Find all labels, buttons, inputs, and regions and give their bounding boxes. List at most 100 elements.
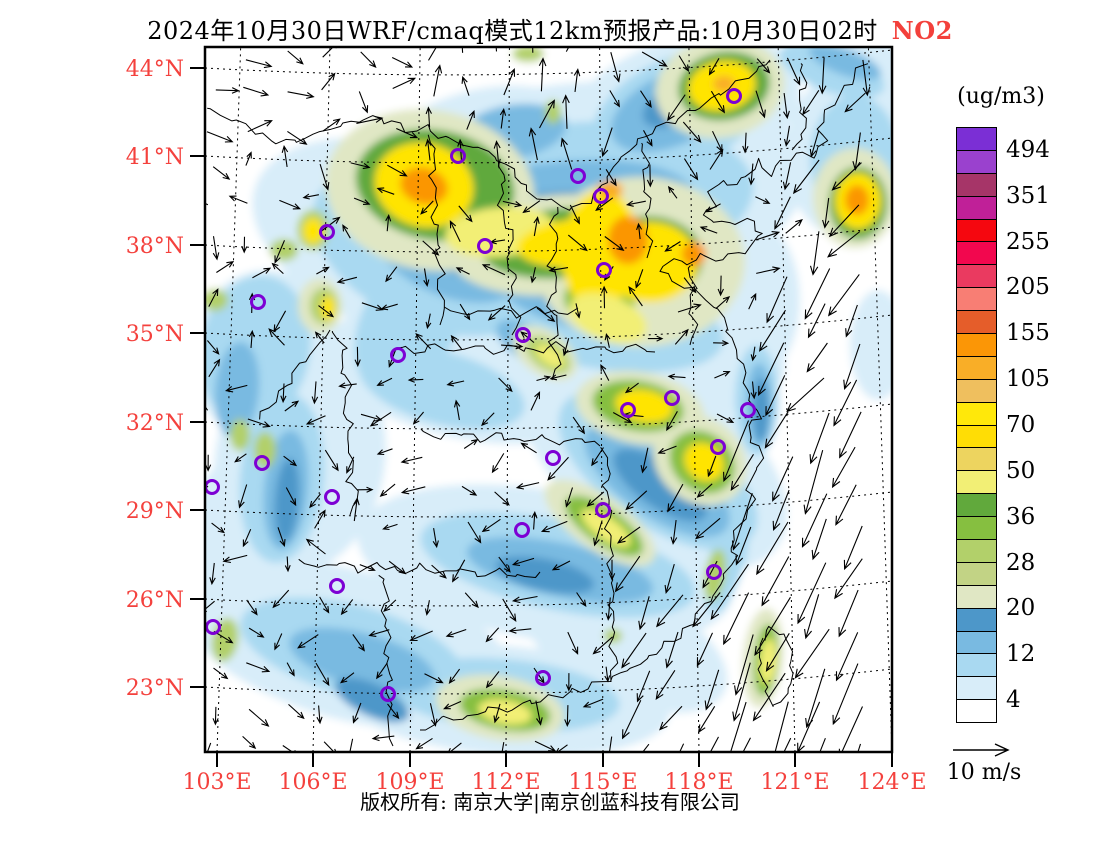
- boundary-line: [259, 329, 331, 420]
- wind-arrow: [758, 342, 785, 397]
- wind-arrow: [610, 52, 621, 83]
- title-main: 2024年10月30日WRF/cmaq模式12km预报产品:10月30日02时: [147, 17, 878, 45]
- wind-arrow: [656, 594, 684, 628]
- wind-arrow: [806, 342, 828, 373]
- wind-arrow: [560, 137, 573, 170]
- wind-arrow: [352, 702, 362, 724]
- wind-arrow: [604, 236, 625, 252]
- wind-arrow: [271, 262, 284, 275]
- wind-arrow: [213, 667, 229, 680]
- wind-arrow: [547, 456, 569, 481]
- wind-arrow: [287, 130, 308, 145]
- wind-arrow: [852, 132, 861, 171]
- wind-arrow: [786, 57, 801, 86]
- colorbar-tick-label: 4: [1006, 687, 1021, 714]
- wind-arrow: [502, 200, 523, 208]
- wind-arrow: [501, 342, 524, 350]
- wind-arrow: [709, 148, 724, 170]
- city-markers: [206, 88, 756, 702]
- wind-arrow: [710, 736, 719, 751]
- wind-arrow: [459, 303, 471, 321]
- wind-arrow: [248, 708, 270, 727]
- wind-arrow: [605, 169, 617, 187]
- wind-arrow: [466, 110, 475, 130]
- wind-arrow: [369, 411, 392, 427]
- wind-arrow: [804, 594, 820, 640]
- wind-arrow: [284, 400, 300, 412]
- wind-arrow: [696, 632, 713, 667]
- wind-arrow: [695, 517, 721, 540]
- wind-arrow: [314, 331, 325, 344]
- wind-arrow: [485, 671, 500, 689]
- wind-arrow: [667, 373, 686, 380]
- wind-arrow: [562, 338, 570, 357]
- wind-arrow: [452, 559, 466, 583]
- wind-arrow: [827, 274, 860, 317]
- wind-arrow: [569, 204, 580, 225]
- city-marker: [206, 479, 220, 495]
- wind-arrow: [242, 735, 257, 750]
- wind-arrow: [755, 90, 766, 119]
- city-marker: [740, 402, 756, 418]
- lon-label: 118°E: [664, 770, 733, 795]
- wind-arrow: [268, 328, 285, 346]
- wind-arrow: [752, 672, 786, 722]
- wind-arrow: [245, 59, 273, 69]
- wind-arrow: [774, 196, 791, 230]
- wind-arrow: [670, 520, 678, 545]
- wind-arrow: [699, 226, 718, 234]
- wind-arrow: [772, 456, 794, 502]
- boundary-line: [420, 428, 601, 447]
- wind-arrow: [288, 703, 305, 720]
- wind-arrow: [433, 64, 443, 97]
- colorbar-cell: [957, 173, 996, 197]
- wind-arrow: [422, 240, 440, 256]
- wind-arrow: [664, 563, 675, 595]
- wind-arrow: [640, 447, 649, 474]
- wind-arrow: [625, 200, 646, 207]
- wind-arrow: [804, 268, 831, 320]
- wind-arrow: [396, 127, 419, 139]
- wind-arrow: [704, 669, 720, 711]
- wind-arrow: [785, 219, 803, 234]
- wind-arrow: [498, 377, 513, 393]
- wind-arrow: [647, 335, 664, 342]
- wind-arrow: [464, 592, 479, 609]
- wind-arrow: [638, 596, 650, 631]
- lon-label: 121°E: [760, 770, 829, 795]
- wind-arrow: [246, 662, 271, 673]
- wind-arrow: [283, 455, 298, 467]
- colorbar-cell: [957, 654, 996, 678]
- wind-arrow: [567, 234, 588, 252]
- wind-arrow: [536, 307, 556, 323]
- wind-arrow: [282, 745, 296, 751]
- wind-arrow: [357, 486, 374, 493]
- wind-arrow: [862, 59, 871, 97]
- wind-arrow: [277, 527, 286, 547]
- wind-arrow: [387, 703, 400, 720]
- wind-arrow: [551, 560, 571, 571]
- wind-arrow: [540, 520, 568, 533]
- city-marker: [206, 619, 221, 635]
- wind-arrow: [797, 562, 827, 625]
- wind-arrow: [376, 448, 393, 456]
- wind-arrow: [319, 163, 330, 191]
- wind-arrow: [625, 490, 648, 511]
- city-marker: [726, 88, 742, 104]
- wind-arrow: [664, 241, 681, 252]
- wind-arrow: [252, 267, 272, 279]
- colorbar-cell: [957, 288, 996, 312]
- wind-arrow: [453, 399, 461, 421]
- wind-arrow: [356, 115, 384, 124]
- city-marker: [620, 402, 636, 418]
- colorbar-cell: [957, 448, 996, 472]
- colorbar-cell: [957, 425, 996, 449]
- colorbar-units: (ug/m3): [957, 84, 1045, 109]
- parallel-gridline: [206, 580, 891, 607]
- wind-arrow: [358, 91, 369, 114]
- wind-arrow: [297, 634, 319, 649]
- wind-arrow: [511, 595, 538, 604]
- wind-arrow: [522, 200, 541, 214]
- wind-arrow: [538, 57, 547, 92]
- wind-arrow: [732, 662, 751, 722]
